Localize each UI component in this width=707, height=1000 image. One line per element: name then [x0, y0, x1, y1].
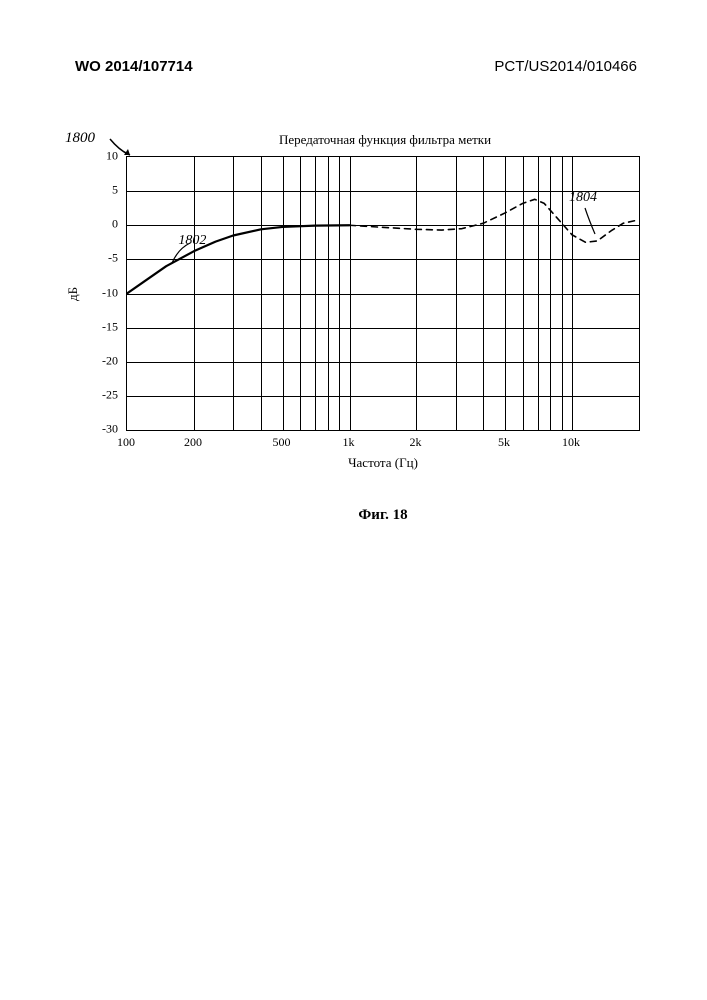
chart-title: Передаточная функция фильтра метки: [130, 132, 640, 148]
chart-plot-area: дБ 1050-5-10-15-20-25-30 1802 1804 10020…: [70, 156, 640, 431]
x-tick: 1k: [343, 435, 355, 450]
page: WO 2014/107714 PCT/US2014/010466 1800 Пе…: [0, 0, 707, 1000]
callout-line-icon: [575, 206, 605, 240]
series-label-1804: 1804: [569, 190, 597, 206]
y-tick: 0: [84, 217, 118, 232]
doc-id-left: WO 2014/107714: [75, 58, 193, 75]
x-tick: 100: [117, 435, 135, 450]
page-header: WO 2014/107714 PCT/US2014/010466: [0, 58, 707, 75]
y-tick: -25: [84, 387, 118, 402]
y-tick: 5: [84, 183, 118, 198]
y-tick: -10: [84, 285, 118, 300]
figure-ref-label: 1800: [65, 130, 95, 147]
doc-id-right: PCT/US2014/010466: [494, 58, 637, 75]
x-tick: 10k: [562, 435, 580, 450]
y-tick: 10: [84, 149, 118, 164]
x-tick: 2k: [409, 435, 421, 450]
figure-caption: Фиг. 18: [126, 507, 640, 524]
y-tick: -30: [84, 422, 118, 437]
y-tick: -5: [84, 251, 118, 266]
y-tick: -15: [84, 319, 118, 334]
x-tick: 500: [273, 435, 291, 450]
x-tick: 5k: [498, 435, 510, 450]
x-axis-label: Частота (Гц): [126, 455, 640, 471]
x-tick: 200: [184, 435, 202, 450]
y-axis-label: дБ: [65, 286, 81, 300]
x-axis-ticks: 1002005001k2k5k10k: [126, 435, 640, 453]
y-tick: -20: [84, 353, 118, 368]
figure-18: 1800 Передаточная функция фильтра метки …: [70, 130, 640, 524]
y-axis-ticks: 1050-5-10-15-20-25-30: [84, 156, 122, 431]
chart-canvas: 1802 1804: [126, 156, 640, 431]
